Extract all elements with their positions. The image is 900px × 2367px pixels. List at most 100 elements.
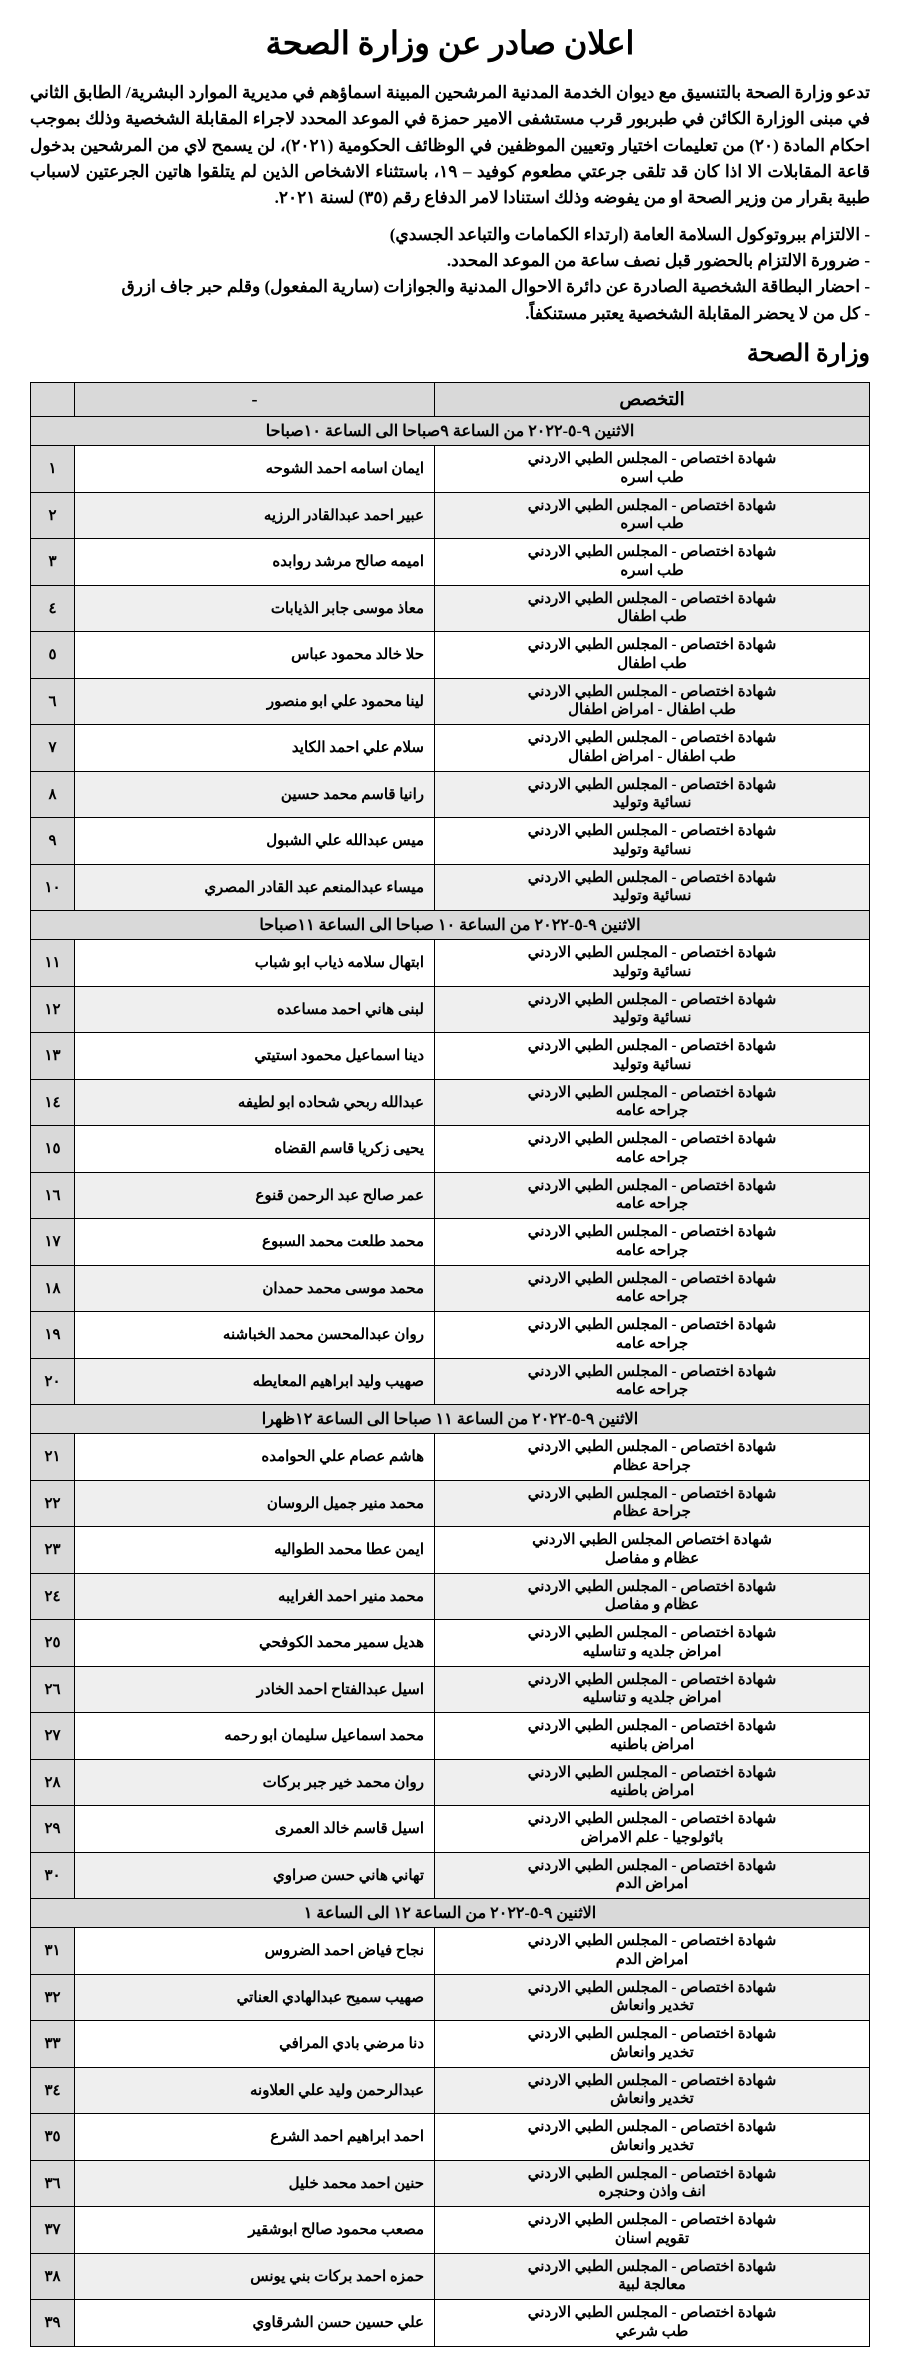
table-row: شهادة اختصاص - المجلس الطبي الاردنيتخدير… bbox=[31, 2067, 870, 2114]
cell-name: عبير احمد عبدالقادر الرزيه bbox=[75, 492, 435, 539]
cell-name: عبدالرحمن وليد علي العلاونه bbox=[75, 2067, 435, 2114]
cell-name: محمد منير جميل الروسان bbox=[75, 1480, 435, 1527]
cell-index: ١٦ bbox=[31, 1172, 75, 1219]
cell-spec: شهادة اختصاص - المجلس الطبي الاردنيعظام … bbox=[435, 1573, 870, 1620]
cell-name: عمر صالح عبد الرحمن قنوع bbox=[75, 1172, 435, 1219]
table-row: شهادة اختصاص - المجلس الطبي الاردنيانف و… bbox=[31, 2160, 870, 2207]
cell-spec: شهادة اختصاص - المجلس الطبي الاردنيامراض… bbox=[435, 1666, 870, 1713]
cell-spec: شهادة اختصاص - المجلس الطبي الاردنيامراض… bbox=[435, 1852, 870, 1899]
cell-spec: شهادة اختصاص - المجلس الطبي الاردنيجراحه… bbox=[435, 1079, 870, 1126]
col-spec-header: التخصص bbox=[435, 383, 870, 417]
cell-name: رانيا قاسم محمد حسين bbox=[75, 771, 435, 818]
cell-name: روان محمد خير جبر بركات bbox=[75, 1759, 435, 1806]
cell-index: ٣٢ bbox=[31, 1974, 75, 2021]
intro-paragraph: تدعو وزارة الصحة بالتنسيق مع ديوان الخدم… bbox=[30, 80, 870, 212]
cell-index: ٢٣ bbox=[31, 1527, 75, 1574]
cell-spec: شهادة اختصاص - المجلس الطبي الاردنيجراحه… bbox=[435, 1126, 870, 1173]
bullet-item: - ضرورة الالتزام بالحضور قبل نصف ساعة من… bbox=[30, 248, 870, 274]
cell-index: ١١ bbox=[31, 940, 75, 987]
cell-spec: شهادة اختصاص - المجلس الطبي الاردنيطب شر… bbox=[435, 2300, 870, 2347]
cell-spec: شهادة اختصاص - المجلس الطبي الاردنيجراحه… bbox=[435, 1358, 870, 1405]
cell-name: ايمن عطا محمد الطواليه bbox=[75, 1527, 435, 1574]
cell-index: ٢١ bbox=[31, 1434, 75, 1481]
cell-spec: شهادة اختصاص - المجلس الطبي الاردنينسائي… bbox=[435, 864, 870, 911]
cell-name: محمد منير احمد الغرايبه bbox=[75, 1573, 435, 1620]
page-title: اعلان صادر عن وزارة الصحة bbox=[30, 24, 870, 62]
cell-spec: شهادة اختصاص - المجلس الطبي الاردنيمعالج… bbox=[435, 2253, 870, 2300]
table-row: شهادة اختصاص - المجلس الطبي الاردنيطب اط… bbox=[31, 585, 870, 632]
cell-index: ٩ bbox=[31, 818, 75, 865]
cell-index: ٢٠ bbox=[31, 1358, 75, 1405]
table-row: شهادة اختصاص - المجلس الطبي الاردنيطب اس… bbox=[31, 539, 870, 586]
cell-index: ٣ bbox=[31, 539, 75, 586]
cell-name: حلا خالد محمود عباس bbox=[75, 632, 435, 679]
cell-spec: شهادة اختصاص - المجلس الطبي الاردنيطب اس… bbox=[435, 539, 870, 586]
cell-spec: شهادة اختصاص - المجلس الطبي الاردنيتخدير… bbox=[435, 1974, 870, 2021]
table-row: شهادة اختصاص - المجلس الطبي الاردنيجراحه… bbox=[31, 1312, 870, 1359]
cell-index: ٣٥ bbox=[31, 2114, 75, 2161]
cell-spec: شهادة اختصاص - المجلس الطبي الاردنيطب اط… bbox=[435, 632, 870, 679]
table-row: شهادة اختصاص - المجلس الطبي الاردنينسائي… bbox=[31, 864, 870, 911]
cell-spec: شهادة اختصاص - المجلس الطبي الاردنيامراض… bbox=[435, 1928, 870, 1975]
cell-name: حنين احمد محمد خليل bbox=[75, 2160, 435, 2207]
cell-spec: شهادة اختصاص المجلس الطبي الاردنيعظام و … bbox=[435, 1527, 870, 1574]
cell-spec: شهادة اختصاص - المجلس الطبي الاردنينسائي… bbox=[435, 771, 870, 818]
cell-name: معاذ موسى جابر الذيابات bbox=[75, 585, 435, 632]
cell-spec: شهادة اختصاص - المجلس الطبي الاردنيتقويم… bbox=[435, 2207, 870, 2254]
table-row: شهادة اختصاص - المجلس الطبي الاردنينسائي… bbox=[31, 771, 870, 818]
cell-name: تهاني هاني حسن صراوي bbox=[75, 1852, 435, 1899]
cell-name: صهيب وليد ابراهيم المعايطه bbox=[75, 1358, 435, 1405]
cell-index: ٢٧ bbox=[31, 1713, 75, 1760]
table-row: شهادة اختصاص - المجلس الطبي الاردنيتخدير… bbox=[31, 2114, 870, 2161]
bullet-item: - احضار البطاقة الشخصية الصادرة عن دائرة… bbox=[30, 274, 870, 300]
table-row: شهادة اختصاص - المجلس الطبي الاردنيطب شر… bbox=[31, 2300, 870, 2347]
cell-spec: شهادة اختصاص - المجلس الطبي الاردنيتخدير… bbox=[435, 2021, 870, 2068]
cell-spec: شهادة اختصاص - المجلس الطبي الاردنينسائي… bbox=[435, 818, 870, 865]
cell-index: ١ bbox=[31, 446, 75, 493]
cell-name: احمد ابراهيم احمد الشرع bbox=[75, 2114, 435, 2161]
table-row: شهادة اختصاص - المجلس الطبي الاردنيتخدير… bbox=[31, 1974, 870, 2021]
cell-index: ١٨ bbox=[31, 1265, 75, 1312]
table-row: شهادة اختصاص - المجلس الطبي الاردنيطب اس… bbox=[31, 492, 870, 539]
table-row: شهادة اختصاص - المجلس الطبي الاردنيجراحه… bbox=[31, 1172, 870, 1219]
cell-name: صهيب سميح عبدالهادي العناتي bbox=[75, 1974, 435, 2021]
cell-name: اميمه صالح مرشد روابده bbox=[75, 539, 435, 586]
table-row: شهادة اختصاص - المجلس الطبي الاردنيامراض… bbox=[31, 1620, 870, 1667]
cell-name: ابتهال سلامه ذياب ابو شباب bbox=[75, 940, 435, 987]
col-name-header: - bbox=[75, 383, 435, 417]
cell-index: ٨ bbox=[31, 771, 75, 818]
table-row: شهادة اختصاص - المجلس الطبي الاردنينسائي… bbox=[31, 940, 870, 987]
cell-index: ١٠ bbox=[31, 864, 75, 911]
cell-index: ٣٦ bbox=[31, 2160, 75, 2207]
table-row: شهادة اختصاص - المجلس الطبي الاردنيجراحة… bbox=[31, 1480, 870, 1527]
table-row: شهادة اختصاص - المجلس الطبي الاردنيجراحه… bbox=[31, 1079, 870, 1126]
table-row: شهادة اختصاص - المجلس الطبي الاردنيامراض… bbox=[31, 1928, 870, 1975]
table-row: شهادة اختصاص - المجلس الطبي الاردنيجراحه… bbox=[31, 1219, 870, 1266]
cell-spec: شهادة اختصاص - المجلس الطبي الاردنيتخدير… bbox=[435, 2067, 870, 2114]
cell-spec: شهادة اختصاص - المجلس الطبي الاردنيامراض… bbox=[435, 1620, 870, 1667]
candidates-table: التخصص - الاثنين ٩-٥-٢٠٢٢ من الساعة ٩صبا… bbox=[30, 382, 870, 2347]
cell-index: ٣٣ bbox=[31, 2021, 75, 2068]
cell-name: اسيل عبدالفتاح احمد الخادر bbox=[75, 1666, 435, 1713]
cell-index: ٢ bbox=[31, 492, 75, 539]
cell-index: ٢٨ bbox=[31, 1759, 75, 1806]
cell-name: لبنى هاني احمد مساعده bbox=[75, 986, 435, 1033]
cell-spec: شهادة اختصاص - المجلس الطبي الاردنيطب اط… bbox=[435, 585, 870, 632]
cell-index: ٢٥ bbox=[31, 1620, 75, 1667]
cell-spec: شهادة اختصاص - المجلس الطبي الاردنيامراض… bbox=[435, 1713, 870, 1760]
table-row: شهادة اختصاص - المجلس الطبي الاردنيطب اط… bbox=[31, 678, 870, 725]
cell-spec: شهادة اختصاص - المجلس الطبي الاردنيجراحه… bbox=[435, 1219, 870, 1266]
cell-name: محمد موسى محمد حمدان bbox=[75, 1265, 435, 1312]
cell-spec: شهادة اختصاص - المجلس الطبي الاردنينسائي… bbox=[435, 1033, 870, 1080]
cell-index: ٦ bbox=[31, 678, 75, 725]
table-row: شهادة اختصاص - المجلس الطبي الاردنيطب اط… bbox=[31, 632, 870, 679]
table-row: شهادة اختصاص - المجلس الطبي الاردنيطب اط… bbox=[31, 725, 870, 772]
cell-name: محمد طلعت محمد السبوع bbox=[75, 1219, 435, 1266]
cell-name: اسيل قاسم خالد العمرى bbox=[75, 1806, 435, 1853]
table-row: شهادة اختصاص - المجلس الطبي الاردنينسائي… bbox=[31, 1033, 870, 1080]
table-row: شهادة اختصاص - المجلس الطبي الاردنيجراحه… bbox=[31, 1126, 870, 1173]
cell-index: ٣٩ bbox=[31, 2300, 75, 2347]
table-row: شهادة اختصاص - المجلس الطبي الاردنيامراض… bbox=[31, 1759, 870, 1806]
cell-index: ٤ bbox=[31, 585, 75, 632]
table-row: شهادة اختصاص - المجلس الطبي الاردنيعظام … bbox=[31, 1573, 870, 1620]
